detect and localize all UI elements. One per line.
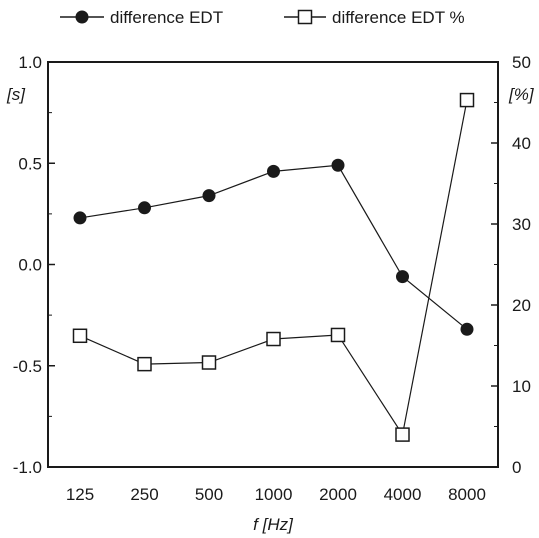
y-right-tick-label: 40 <box>512 134 531 153</box>
y-right-tick-label: 30 <box>512 215 531 234</box>
x-tick-label: 500 <box>195 485 223 504</box>
data-point-circle <box>267 164 280 178</box>
series-2 <box>72 92 475 442</box>
plot-frame <box>47 61 499 468</box>
x-tick-label: 8000 <box>448 485 486 504</box>
data-point-square <box>395 427 410 442</box>
series-line <box>79 164 468 330</box>
x-tick-label: 125 <box>66 485 94 504</box>
legend-label: difference EDT <box>110 8 223 27</box>
series-line <box>79 99 468 437</box>
y-left-tick-label: 0.5 <box>18 154 42 173</box>
x-tick-label: 2000 <box>319 485 357 504</box>
axis-ticks <box>48 61 498 468</box>
data-point-circle <box>331 158 345 172</box>
legend-item: difference EDT <box>60 8 223 27</box>
y-right-tick-label: 50 <box>512 53 531 72</box>
legend-marker-square <box>297 9 313 25</box>
y-right-tick-label: 20 <box>512 296 531 315</box>
legend: difference EDT difference EDT % <box>60 8 465 27</box>
x-tick-label: 250 <box>130 485 158 504</box>
y-right-tick-label: 10 <box>512 377 531 396</box>
x-tick-label: 1000 <box>255 485 293 504</box>
y-left-tick-label: 0.0 <box>18 256 42 275</box>
data-point-circle <box>460 322 474 336</box>
data-point-circle <box>202 189 216 203</box>
legend-label: difference EDT % <box>332 8 465 27</box>
data-point-square <box>330 327 346 343</box>
data-point-square <box>72 328 88 344</box>
y-left-tick-label: -1.0 <box>13 458 42 477</box>
y-right-axis-label: [%] <box>508 85 535 104</box>
data-point-square <box>201 355 217 370</box>
x-tick-label: 4000 <box>384 485 422 504</box>
legend-item: difference EDT % <box>284 8 465 27</box>
y-left-tick-label: -0.5 <box>13 357 42 376</box>
data-point-square <box>459 92 475 108</box>
y-left-axis-label: [s] <box>6 85 26 104</box>
data-point-square <box>137 356 152 372</box>
legend-marker-circle <box>75 10 89 24</box>
data-point-circle <box>138 201 151 215</box>
y-left-tick-label: 1.0 <box>18 53 42 72</box>
series-layer <box>72 92 475 442</box>
x-axis-label: f [Hz] <box>253 515 294 534</box>
series-1 <box>73 158 474 336</box>
data-point-circle <box>396 270 409 284</box>
y-right-tick-label: 0 <box>512 458 521 477</box>
axis-tick-labels: 1.0 0.5 0.0 -0.5 -1.0 50 40 30 20 10 0 125 250 500 100… <box>13 53 531 504</box>
data-point-circle <box>73 211 87 225</box>
data-point-square <box>266 331 281 347</box>
